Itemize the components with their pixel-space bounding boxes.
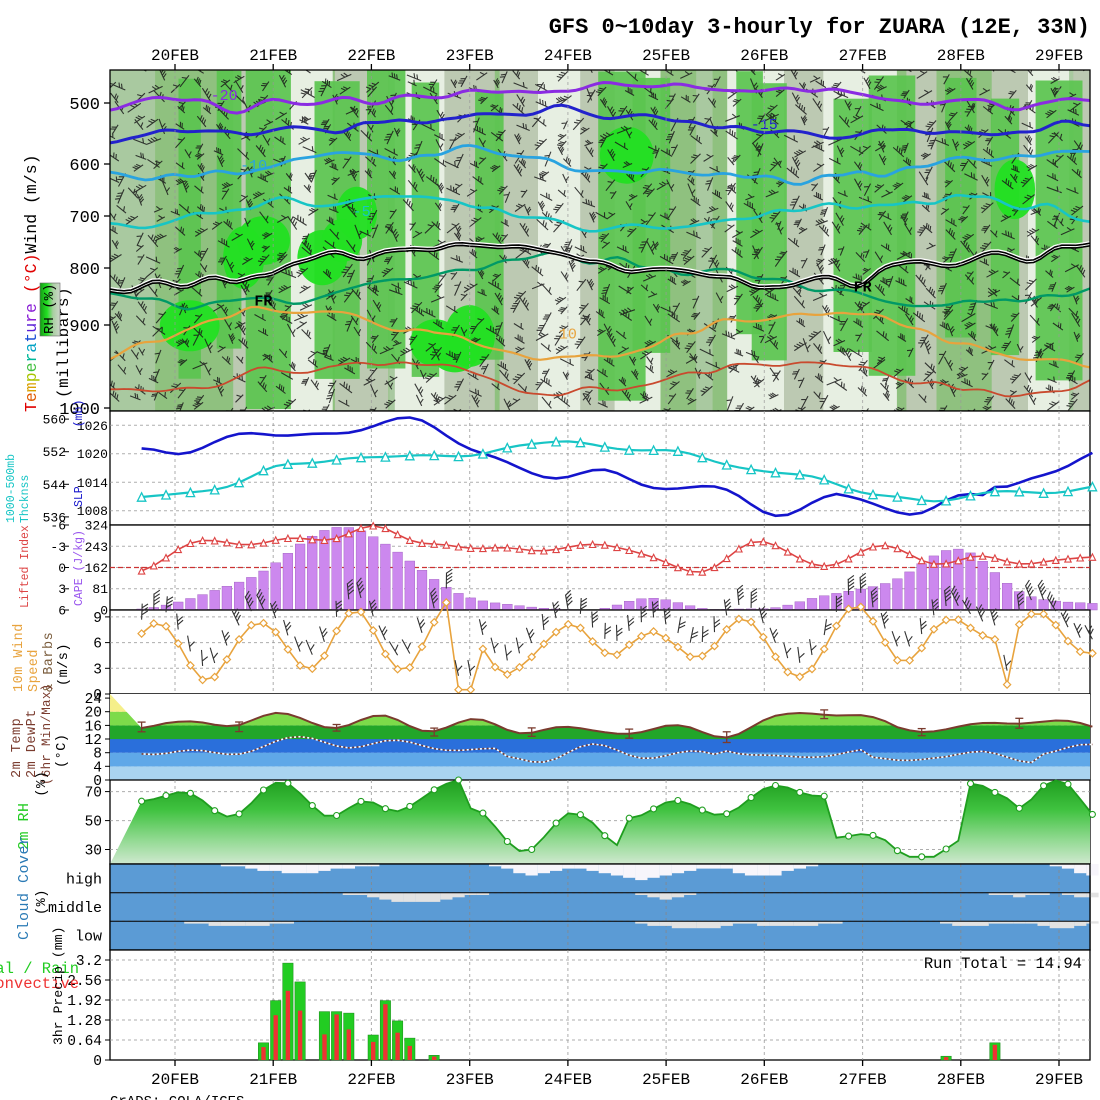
svg-text:23FEB: 23FEB [446, 47, 494, 65]
svg-text:-3: -3 [50, 540, 66, 555]
svg-text:-10: -10 [240, 158, 267, 175]
svg-text:50: 50 [85, 815, 102, 831]
svg-text:324: 324 [85, 519, 109, 534]
svg-text:500: 500 [69, 96, 100, 115]
svg-text:0: 0 [58, 561, 66, 576]
svg-text:24FEB: 24FEB [544, 47, 592, 65]
svg-text:3: 3 [58, 582, 66, 597]
svg-text:(m/s): (m/s) [57, 643, 72, 686]
svg-text:(%): (%) [35, 889, 50, 915]
svg-text:24: 24 [85, 692, 102, 708]
svg-text:70: 70 [85, 786, 102, 802]
svg-text:16: 16 [85, 719, 102, 735]
svg-text:162: 162 [85, 561, 108, 576]
svg-text:27FEB: 27FEB [839, 47, 887, 65]
svg-text:22FEB: 22FEB [347, 47, 395, 65]
svg-text:Lifted Index: Lifted Index [19, 525, 32, 608]
svg-text:high: high [66, 871, 102, 888]
svg-text:6: 6 [58, 604, 66, 619]
svg-text:middle: middle [48, 900, 102, 917]
svg-text:2m DewPt: 2m DewPt [25, 709, 40, 778]
svg-text:544: 544 [43, 478, 67, 493]
svg-text:(mb): (mb) [73, 400, 86, 428]
svg-text:27FEB: 27FEB [839, 1071, 887, 1089]
svg-text:& Barbs: & Barbs [42, 632, 57, 692]
svg-text:29FEB: 29FEB [1035, 47, 1083, 65]
svg-text:0: 0 [93, 1054, 102, 1070]
svg-text:1020: 1020 [77, 447, 108, 462]
svg-text:Temperature (°C)Wind (m/s): Temperature (°C)Wind (m/s) [22, 154, 41, 412]
svg-text:30: 30 [85, 844, 102, 860]
svg-text:20FEB: 20FEB [151, 47, 199, 65]
svg-text:800: 800 [69, 261, 100, 280]
svg-text:Cloud Cover: Cloud Cover [16, 835, 33, 940]
svg-text:900: 900 [69, 318, 100, 337]
svg-text:-6: -6 [50, 519, 66, 534]
svg-text:3: 3 [93, 662, 102, 678]
svg-text:10m Wind: 10m Wind [12, 623, 27, 692]
svg-text:Convective: Convective [0, 975, 79, 993]
svg-text:6: 6 [93, 637, 102, 653]
svg-text:28FEB: 28FEB [937, 1071, 985, 1089]
svg-text:GFS 0~10day 3-hourly for ZUARA: GFS 0~10day 3-hourly for ZUARA (12E, 33N… [549, 15, 1090, 40]
svg-text:552: 552 [43, 445, 66, 460]
svg-text:25FEB: 25FEB [642, 1071, 690, 1089]
svg-text:9: 9 [93, 611, 102, 627]
svg-text:(°C): (°C) [55, 734, 70, 768]
svg-text:21FEB: 21FEB [249, 1071, 297, 1089]
svg-text:26FEB: 26FEB [740, 47, 788, 65]
svg-text:81: 81 [92, 582, 108, 597]
svg-text:3hr Precip (mm): 3hr Precip (mm) [51, 926, 66, 1045]
svg-text:26FEB: 26FEB [740, 1071, 788, 1089]
svg-text:23FEB: 23FEB [446, 1071, 494, 1089]
svg-text:29FEB: 29FEB [1035, 1071, 1083, 1089]
svg-text:22FEB: 22FEB [347, 1071, 395, 1089]
svg-text:243: 243 [85, 540, 108, 555]
svg-text:8: 8 [93, 747, 102, 763]
svg-text:(%): (%) [35, 771, 50, 797]
svg-text:560: 560 [43, 413, 66, 428]
svg-text:low: low [75, 929, 102, 946]
svg-text:Run Total = 14.94: Run Total = 14.94 [924, 955, 1082, 973]
svg-text:28FEB: 28FEB [937, 47, 985, 65]
svg-text:3.2: 3.2 [76, 954, 102, 970]
svg-text:20FEB: 20FEB [151, 1071, 199, 1089]
svg-text:1000-500mb: 1000-500mb [5, 454, 18, 523]
svg-text:2m Temp: 2m Temp [10, 718, 25, 778]
svg-text:RH (%): RH (%) [42, 284, 58, 334]
svg-text:1.92: 1.92 [67, 994, 102, 1010]
svg-text:24FEB: 24FEB [544, 1071, 592, 1089]
svg-text:GrADS: COLA/IGES: GrADS: COLA/IGES [110, 1094, 244, 1100]
svg-text:(6hr Min/Max): (6hr Min/Max) [40, 684, 54, 785]
svg-text:25FEB: 25FEB [642, 47, 690, 65]
svg-text:1.28: 1.28 [67, 1014, 102, 1030]
svg-text:700: 700 [69, 209, 100, 228]
svg-text:-20: -20 [211, 88, 238, 105]
svg-text:CAPE (J/kg): CAPE (J/kg) [73, 530, 86, 606]
svg-text:21FEB: 21FEB [249, 47, 297, 65]
svg-text:600: 600 [69, 157, 100, 176]
svg-text:0.64: 0.64 [67, 1034, 102, 1050]
svg-text:SLP: SLP [73, 486, 86, 507]
svg-text:Thcknss: Thcknss [19, 475, 32, 523]
svg-text:-5: -5 [353, 204, 371, 221]
svg-text:FR: FR [254, 293, 272, 310]
